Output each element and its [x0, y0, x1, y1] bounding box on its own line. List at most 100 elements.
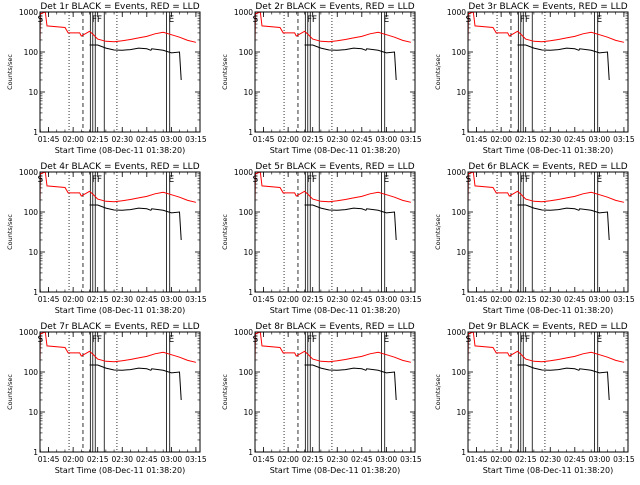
x-tick-label: 02:45: [351, 135, 373, 144]
panel-det-1: Det 1r BLACK = Events, RED = LLD Counts/s…: [6, 2, 207, 155]
chart-title: Det 9r BLACK = Events, RED = LLD: [468, 322, 627, 332]
x-tick-label: 02:00: [490, 135, 512, 144]
x-tick-label: 02:30: [539, 455, 561, 464]
y-tick-label: 1: [461, 448, 466, 457]
x-tick-label: 02:00: [62, 135, 84, 144]
marker-F2: F: [312, 15, 317, 25]
y-tick-label: 10: [456, 88, 466, 97]
series-events-line: [517, 364, 610, 401]
series-events-line: [89, 44, 182, 81]
panel-det-4: Det 4r BLACK = Events, RED = LLD Counts/s…: [6, 162, 207, 315]
marker-E: E: [597, 175, 603, 185]
marker-S: S: [38, 15, 44, 25]
panel-det-7: Det 7r BLACK = Events, RED = LLD Counts/s…: [6, 322, 207, 475]
x-tick-label: 02:00: [490, 295, 512, 304]
series-events-line: [89, 204, 182, 241]
marker-F: F: [307, 15, 312, 25]
series-lld-line: [40, 12, 197, 73]
y-tick-label: 100: [452, 208, 467, 217]
x-tick-label: 02:30: [326, 455, 348, 464]
marker-F2: F: [525, 15, 530, 25]
marker-F: F: [520, 15, 525, 25]
plot-frame: [254, 331, 416, 453]
y-tick-label: 10: [28, 248, 38, 257]
series-lld-line: [255, 12, 412, 73]
marker-F2: F: [97, 335, 102, 345]
plot-frame: [39, 171, 201, 293]
chart-title: Det 2r BLACK = Events, RED = LLD: [255, 2, 414, 12]
x-tick-label: 01:45: [253, 135, 275, 144]
x-tick-label: 02:15: [302, 295, 324, 304]
y-tick-label: 1000: [234, 328, 253, 337]
plot-frame: [467, 331, 629, 453]
x-tick-label: 01:45: [38, 135, 60, 144]
x-axis-label: Start Time (08-Dec-11 01:38:20): [483, 146, 614, 155]
x-tick-label: 01:45: [466, 135, 488, 144]
plot-frame: [39, 11, 201, 133]
x-tick-label: 02:45: [564, 455, 586, 464]
plot-area: [255, 12, 412, 132]
x-tick-label: 03:15: [400, 295, 422, 304]
x-axis-label: Start Time (08-Dec-11 01:38:20): [270, 466, 401, 475]
x-tick-label: 02:30: [539, 295, 561, 304]
plot-frame: [39, 331, 201, 453]
marker-S: S: [253, 175, 259, 185]
x-tick-label: 02:30: [111, 135, 133, 144]
y-axis-label: Counts/sec: [434, 54, 442, 90]
marker-E: E: [384, 175, 390, 185]
plot-frame: [467, 11, 629, 133]
panel-det-3: Det 3r BLACK = Events, RED = LLD Counts/s…: [434, 2, 635, 155]
y-axis-label: Counts/sec: [434, 374, 442, 410]
x-axis-label: Start Time (08-Dec-11 01:38:20): [55, 466, 186, 475]
x-tick-label: 02:00: [277, 455, 299, 464]
marker-F2: F: [312, 175, 317, 185]
marker-S: S: [38, 175, 44, 185]
x-tick-label: 03:00: [589, 135, 611, 144]
x-tick-label: 02:15: [87, 135, 109, 144]
x-tick-label: 02:00: [277, 135, 299, 144]
x-axis-label: Start Time (08-Dec-11 01:38:20): [483, 466, 614, 475]
x-tick-label: 02:45: [136, 135, 158, 144]
y-tick-label: 1000: [19, 168, 38, 177]
x-axis-label: Start Time (08-Dec-11 01:38:20): [270, 306, 401, 315]
series-events-line: [304, 44, 397, 81]
y-tick-label: 1: [461, 128, 466, 137]
y-tick-label: 1000: [234, 168, 253, 177]
marker-E: E: [169, 335, 175, 345]
marker-F: F: [307, 335, 312, 345]
x-tick-label: 02:00: [277, 295, 299, 304]
y-tick-label: 100: [24, 208, 39, 217]
marker-E: E: [597, 335, 603, 345]
y-axis-label: Counts/sec: [434, 214, 442, 250]
x-tick-label: 02:45: [136, 455, 158, 464]
marker-F2: F: [525, 175, 530, 185]
y-tick-label: 100: [452, 368, 467, 377]
x-tick-label: 02:15: [515, 135, 537, 144]
y-tick-label: 1: [33, 128, 38, 137]
x-tick-label: 03:00: [161, 295, 183, 304]
x-tick-label: 01:45: [38, 455, 60, 464]
x-tick-label: 03:00: [376, 135, 398, 144]
marker-E: E: [384, 335, 390, 345]
series-lld-line: [468, 12, 625, 73]
marker-F2: F: [97, 175, 102, 185]
x-tick-label: 02:30: [111, 295, 133, 304]
marker-S: S: [466, 15, 472, 25]
chart-title: Det 4r BLACK = Events, RED = LLD: [40, 162, 199, 172]
x-axis-label: Start Time (08-Dec-11 01:38:20): [55, 146, 186, 155]
x-tick-label: 02:15: [302, 135, 324, 144]
plot-area: [468, 172, 625, 292]
y-tick-label: 1: [33, 288, 38, 297]
series-lld-line: [255, 332, 412, 393]
y-tick-label: 1000: [19, 328, 38, 337]
marker-F2: F: [312, 335, 317, 345]
x-axis-label: Start Time (08-Dec-11 01:38:20): [270, 146, 401, 155]
y-tick-label: 1000: [447, 8, 466, 17]
x-axis-label: Start Time (08-Dec-11 01:38:20): [483, 306, 614, 315]
panel-det-9: Det 9r BLACK = Events, RED = LLD Counts/s…: [434, 322, 635, 475]
panel-det-6: Det 6r BLACK = Events, RED = LLD Counts/s…: [434, 162, 635, 315]
y-tick-label: 1: [248, 288, 253, 297]
y-tick-label: 100: [452, 48, 467, 57]
x-tick-label: 03:00: [161, 135, 183, 144]
x-axis-label: Start Time (08-Dec-11 01:38:20): [55, 306, 186, 315]
